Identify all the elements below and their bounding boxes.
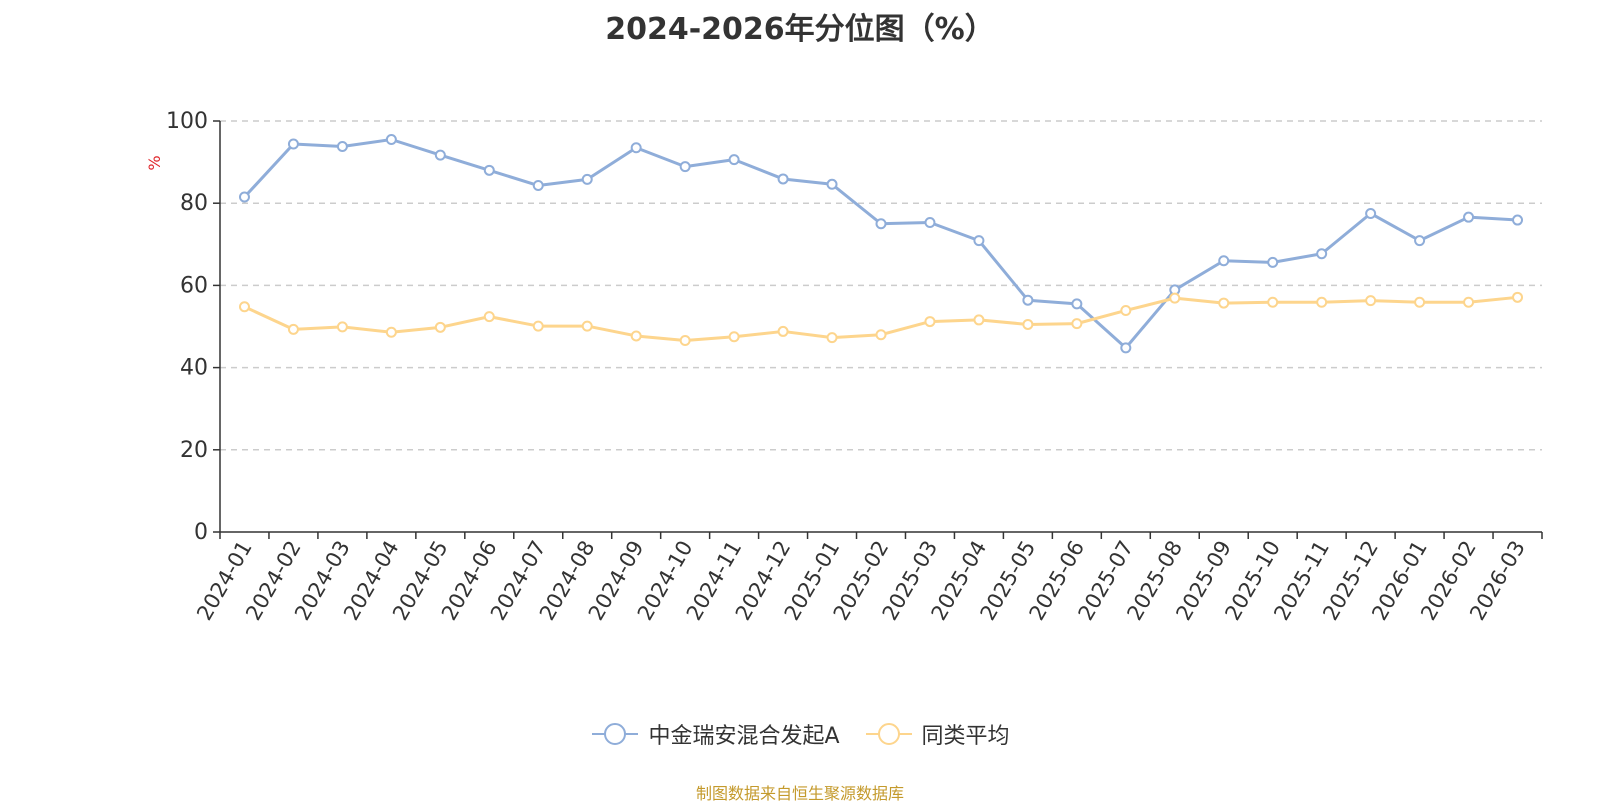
data-point	[581, 320, 593, 332]
source-note: 制图数据来自恒生聚源数据库	[695, 784, 904, 803]
data-point	[924, 316, 936, 328]
data-point	[973, 314, 985, 326]
data-point	[1316, 248, 1328, 260]
data-point	[924, 217, 936, 229]
data-point	[532, 320, 544, 332]
legend-item[interactable]: 同类平均	[864, 718, 1010, 750]
data-point	[1071, 318, 1083, 330]
data-point	[679, 161, 691, 173]
y-tick-label: 60	[180, 273, 208, 298]
data-point	[1169, 292, 1181, 304]
legend-label: 中金瑞安混合发起A	[648, 724, 840, 749]
axes: 0204060801002024-012024-022024-032024-04…	[166, 109, 1543, 624]
data-point	[1022, 318, 1034, 330]
data-point	[1463, 296, 1475, 308]
data-point	[483, 311, 495, 323]
data-point	[1365, 295, 1377, 307]
data-point	[532, 180, 544, 192]
legend-circle	[877, 723, 900, 745]
data-point	[1071, 298, 1083, 310]
data-point	[728, 331, 740, 343]
legend: 中金瑞安混合发起A 同类平均	[0, 718, 1600, 750]
gridlines	[220, 120, 1542, 451]
data-point	[679, 334, 691, 346]
legend-item[interactable]: 中金瑞安混合发起A	[590, 718, 840, 750]
data-point	[1316, 296, 1328, 308]
y-axis-label: %	[145, 155, 164, 170]
data-point	[1267, 256, 1279, 268]
series-line	[243, 137, 1518, 350]
data-point	[1414, 235, 1426, 247]
legend-circle	[604, 723, 627, 745]
data-point	[826, 332, 838, 344]
data-point	[1267, 296, 1279, 308]
series-layer	[238, 133, 1524, 354]
y-tick-label: 100	[166, 109, 208, 134]
data-point	[434, 321, 446, 333]
data-point	[875, 329, 887, 341]
data-point	[1120, 342, 1132, 354]
data-point	[581, 173, 593, 185]
data-point	[434, 149, 446, 161]
y-tick-label: 0	[194, 520, 208, 545]
data-point	[1120, 304, 1132, 316]
data-point	[1218, 297, 1230, 309]
legend-marker-icon	[592, 723, 639, 745]
data-point	[1022, 294, 1034, 306]
data-point	[777, 325, 789, 337]
data-point	[630, 330, 642, 342]
y-tick-label: 40	[180, 356, 208, 381]
data-point	[287, 138, 299, 150]
data-point	[287, 323, 299, 335]
data-point	[385, 326, 397, 338]
data-point	[238, 191, 250, 203]
data-point	[1218, 255, 1230, 267]
data-point	[630, 142, 642, 154]
legend-label: 同类平均	[921, 724, 1010, 749]
data-point	[728, 154, 740, 166]
data-point	[777, 173, 789, 185]
data-point	[875, 218, 887, 230]
y-tick-label: 20	[180, 438, 208, 463]
data-point	[336, 140, 348, 152]
chart-title: 2024-2026年分位图（%）	[605, 12, 995, 47]
data-point	[973, 235, 985, 247]
line-chart: 0204060801002024-012024-022024-032024-04…	[145, 109, 1543, 624]
data-point	[1414, 296, 1426, 308]
y-tick-label: 80	[180, 191, 208, 216]
data-point	[483, 164, 495, 176]
legend-marker-icon	[865, 723, 912, 745]
data-point	[336, 321, 348, 333]
data-point	[826, 178, 838, 190]
data-point	[1512, 214, 1524, 226]
data-point	[1365, 207, 1377, 219]
data-point	[385, 133, 397, 145]
data-point	[1463, 211, 1475, 223]
data-point	[1512, 291, 1524, 303]
data-point	[238, 301, 250, 313]
